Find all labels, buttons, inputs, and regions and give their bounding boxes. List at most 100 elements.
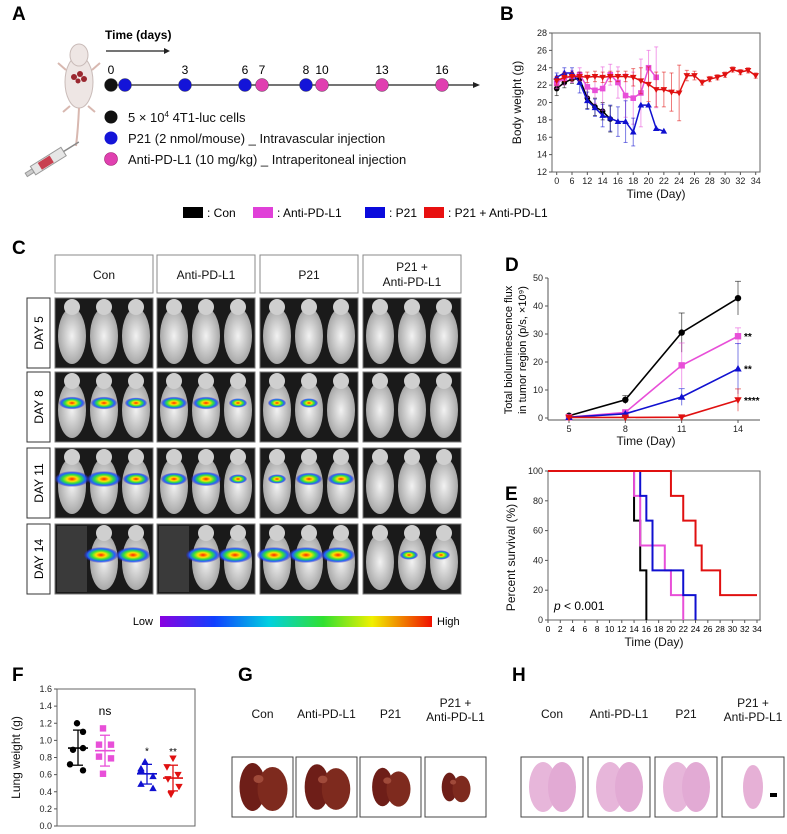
column-label: Anti-PD-L1 [297,707,356,721]
mouse [224,382,252,438]
timeline-dot [255,78,269,92]
x-tick-label: 6 [569,176,574,186]
legend-anti: Anti-PD-L1 (10 mg/kg) _ Intraperitoneal … [128,152,406,167]
y-tick-label: 1.6 [39,684,52,694]
column-label: P21 + [737,696,769,710]
chart-bioluminescence: 0 10 20 30 40 50 5 8 11 14 Time (Day) Total biolumi… [503,273,760,448]
legend-swatch [424,207,444,218]
column-header [259,254,359,294]
legend-label: : P21 [389,206,417,220]
mouse-head [128,373,144,389]
data-point [163,764,171,771]
data-point [645,101,652,108]
syringe-icon [24,141,80,178]
y-tick-label: 0.2 [39,804,52,814]
y-tick-label: 24 [537,63,547,73]
data-point [79,728,87,736]
mouse [192,308,220,364]
series-line-2 [568,368,739,418]
x-tick-label: 14 [598,176,608,186]
time-label: Time (days) [105,28,171,42]
data-point [614,74,622,80]
mouse-head [404,449,420,465]
bioluminescence-signal [300,398,318,408]
lung-lobe-right [386,771,411,807]
chart-lung-weight: 0.0 0.2 0.4 0.6 0.8 1.0 1.2 1.4 1.6 Lung weight (… [9,684,196,831]
data-point [714,74,721,81]
mouse [160,458,188,514]
row-label-box [26,297,51,369]
data-point [584,97,591,104]
mouse-head [269,299,285,315]
mouse-head [230,373,246,389]
bioluminescence-signal [193,396,219,410]
legend-dot-cells [104,110,118,124]
legend-label: : P21 + Anti-PD-L1 [448,206,548,220]
data-point [614,118,622,125]
panel-label-c: C [12,238,26,259]
significance-label: **** [744,396,760,407]
data-point [677,393,686,400]
bioluminescence-signal [191,472,221,486]
x-tick-label: 22 [659,176,669,186]
y-tick-label: 22 [537,80,547,90]
lung-lobe-right [452,775,471,803]
data-point [678,329,685,336]
data-point [584,74,591,81]
mouse [160,382,188,438]
mouse [366,458,394,514]
data-point [79,767,87,774]
y-tick-label: 80 [533,496,543,506]
panel-label-a: A [12,4,26,25]
data-point [622,74,629,80]
data-point [592,87,598,94]
mouse [160,308,188,364]
panel-label-e: E [505,484,518,505]
data-point [629,74,637,81]
data-point [734,333,742,340]
data-point [79,744,87,752]
timeline-dot [375,78,389,92]
x-axis-label: Time (Day) [617,434,676,448]
survival-curve-3 [548,470,757,597]
mouse-head [269,449,285,465]
x-tick-label: 24 [691,624,701,634]
lung-highlight [317,775,328,784]
mouse-head [436,373,452,389]
mouse-head [333,373,349,389]
x-tick-label: 0 [554,176,559,186]
timeline-day-label: 13 [375,63,389,77]
chart-body-weight: 12 14 16 18 20 22 24 26 28 0 6 12 14 16 18 20 22 24 26 28 30… [510,28,761,201]
data-point [568,74,576,80]
mouse-head [333,299,349,315]
y-tick-label: 0 [538,615,543,625]
mouse [430,308,458,364]
legend-dot-p21 [104,131,118,145]
mouse-head [372,449,388,465]
mouse [327,458,355,514]
data-point [174,771,182,779]
data-point [149,784,157,792]
colorbar [160,616,432,627]
mouse-head [64,373,80,389]
column-label: P21 + [440,696,472,710]
mouse [90,308,118,364]
column-label: Anti-PD-L1 [590,707,649,721]
data-point [734,294,742,302]
data-point [706,76,714,83]
data-point [637,78,645,85]
mouse-head [166,373,182,389]
x-tick-label: 8 [623,424,628,434]
y-tick-label: 18 [537,115,547,125]
timeline-dot [435,78,449,92]
data-point [737,69,744,76]
data-point [584,84,591,90]
bioluminescence-signal [125,397,147,409]
bioluminescence-signal [218,547,252,563]
mouse-head [230,525,246,541]
mouse-head [404,299,420,315]
y-axis-label: in tumor region (p/s, ×10⁹) [517,286,529,414]
x-tick-label: 4 [570,624,575,634]
x-tick-label: 30 [728,624,738,634]
